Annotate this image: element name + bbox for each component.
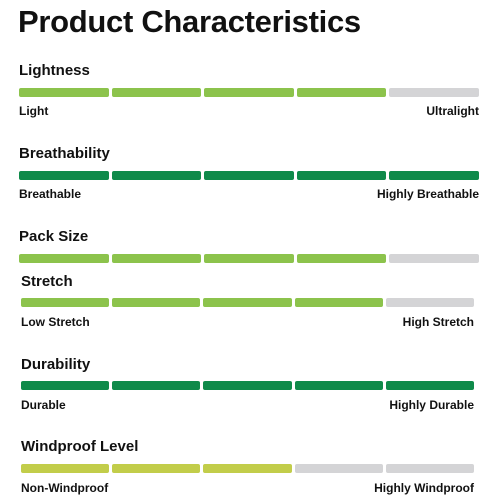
- characteristic-windproof-level: Windproof Level Non-Windproof Highly Win…: [21, 438, 475, 498]
- low-end-label: Durable: [21, 398, 66, 412]
- low-end-label: Light: [19, 104, 49, 118]
- rating-scale: [19, 88, 479, 97]
- rating-segment-filled: [389, 171, 479, 180]
- rating-segment-filled: [294, 381, 383, 390]
- low-end-label: Low Stretch: [21, 315, 90, 329]
- low-end-label: Breathable: [19, 187, 82, 201]
- rating-scale: [19, 171, 479, 180]
- rating-segment-filled: [19, 88, 109, 97]
- characteristic-lightness: Lightness Light Ultralight: [19, 62, 479, 122]
- rating-scale: [21, 298, 475, 307]
- characteristic-pack-size: Pack Size: [19, 228, 479, 266]
- rating-segment-filled: [296, 171, 387, 180]
- rating-segment-filled: [296, 88, 387, 97]
- characteristic-breathability: Breathability Breathable Highly Breathab…: [19, 145, 479, 205]
- page-title: Product Characteristics: [18, 4, 361, 39]
- rating-scale: [19, 254, 479, 263]
- rating-segment-filled: [21, 381, 110, 390]
- high-end-label: High Stretch: [402, 315, 474, 329]
- characteristic-label: Lightness: [19, 62, 90, 79]
- rating-segment-filled: [203, 298, 292, 307]
- rating-segment-filled: [294, 298, 383, 307]
- low-end-label: Non-Windproof: [21, 481, 109, 495]
- rating-segment-filled: [111, 88, 202, 97]
- rating-segment-filled: [111, 171, 202, 180]
- characteristic-durability: Durability Durable Highly Durable: [21, 356, 475, 416]
- characteristic-label: Breathability: [19, 145, 110, 162]
- rating-segment-filled: [112, 464, 201, 473]
- high-end-label: Highly Durable: [389, 398, 474, 412]
- rating-segment-filled: [21, 298, 110, 307]
- high-end-label: Highly Breathable: [376, 187, 479, 201]
- rating-segment-filled: [204, 254, 294, 263]
- rating-segment-filled: [112, 298, 201, 307]
- rating-segment-filled: [19, 254, 109, 263]
- rating-segment-filled: [296, 254, 387, 263]
- rating-segment-empty: [294, 464, 383, 473]
- characteristic-stretch: Stretch Low Stretch High Stretch: [21, 273, 475, 333]
- rating-segment-empty: [389, 254, 479, 263]
- characteristic-label: Windproof Level: [21, 438, 139, 455]
- rating-scale: [21, 381, 475, 390]
- rating-segment-filled: [112, 381, 201, 390]
- rating-segment-empty: [389, 88, 479, 97]
- high-end-label: Ultralight: [426, 104, 479, 118]
- rating-scale: [21, 464, 475, 473]
- rating-segment-filled: [203, 381, 292, 390]
- rating-segment-filled: [203, 464, 292, 473]
- rating-segment-empty: [385, 464, 475, 473]
- characteristic-label: Durability: [21, 356, 91, 373]
- characteristic-label: Stretch: [21, 273, 73, 290]
- rating-segment-filled: [204, 88, 294, 97]
- characteristic-label: Pack Size: [19, 228, 89, 245]
- rating-segment-filled: [385, 381, 475, 390]
- rating-segment-empty: [385, 298, 475, 307]
- rating-segment-filled: [204, 171, 294, 180]
- rating-segment-filled: [111, 254, 202, 263]
- high-end-label: Highly Windproof: [374, 481, 474, 495]
- rating-segment-filled: [19, 171, 109, 180]
- rating-segment-filled: [21, 464, 110, 473]
